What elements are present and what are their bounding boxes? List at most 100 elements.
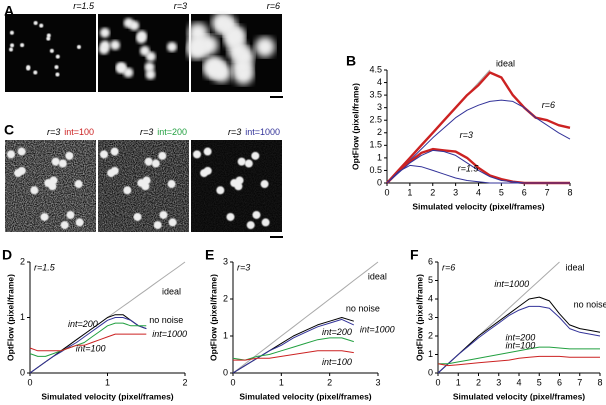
particle: [137, 179, 146, 188]
frame-label: r=3 int=1000: [228, 127, 280, 137]
particle: [224, 25, 245, 46]
frame-label-r: r=1.5: [73, 1, 95, 11]
frame-label-r: r=3: [228, 127, 241, 137]
y-tick-label: 2.5: [369, 115, 382, 125]
x-tick-label: 2: [476, 377, 481, 387]
series-label: int=100: [505, 341, 535, 351]
particle: [33, 20, 38, 25]
y-tick-label: 2: [223, 293, 228, 303]
series-label: r=1.5: [458, 163, 480, 173]
particle: [44, 179, 53, 188]
series-line: [438, 346, 600, 365]
particle: [203, 166, 212, 175]
particle: [65, 151, 74, 160]
x-tick-label: 4: [476, 187, 481, 197]
frame-label-r: r=3: [140, 127, 153, 137]
y-tick-label: 1: [428, 349, 433, 359]
particle: [110, 40, 121, 51]
y-tick-label: 2: [428, 330, 433, 340]
x-tick-label: 2: [430, 187, 435, 197]
particle: [60, 221, 69, 230]
y-tick-label: 0: [20, 367, 25, 377]
x-tick-label: 5: [499, 187, 504, 197]
y-tick-label: 3: [223, 256, 228, 266]
particle: [168, 218, 177, 227]
series-label: ideal: [162, 287, 181, 297]
particle: [49, 48, 54, 53]
series-label: int=100: [76, 343, 106, 353]
particle: [55, 72, 60, 77]
series-line: [29, 317, 147, 374]
frame-label-int: int=200: [157, 127, 187, 137]
series-label: ideal: [566, 262, 585, 272]
particle: [100, 40, 111, 51]
series-line: [232, 261, 379, 374]
series-label: int=200: [322, 327, 352, 337]
y-tick-label: 0: [223, 367, 228, 377]
y-tick-label: 2: [20, 256, 25, 266]
frame-label-int: int=100: [64, 127, 94, 137]
particle: [26, 66, 31, 71]
frame-label-r: r=6: [267, 1, 280, 11]
y-axis-title: OptFlow (pixel/frame): [208, 274, 218, 361]
particle: [129, 20, 140, 31]
x-axis-title: Simulated velocity (pixel/frames): [41, 391, 173, 401]
x-tick-label: 5: [537, 377, 542, 387]
particle: [46, 33, 51, 38]
x-tick-label: 6: [522, 187, 527, 197]
x-tick-label: 7: [577, 377, 582, 387]
particle: [232, 57, 253, 78]
particle: [75, 218, 84, 227]
particle: [188, 35, 209, 56]
particle: [246, 221, 255, 230]
particle: [167, 180, 176, 189]
particle: [226, 212, 235, 221]
x-tick-label: 0: [384, 187, 389, 197]
y-tick-label: 4: [377, 77, 382, 87]
x-axis-title: Simulated velocity (pixel/frames): [239, 391, 371, 401]
frame-label-r: r=3: [47, 127, 60, 137]
particle: [153, 221, 162, 230]
particle: [123, 186, 132, 195]
particle: [74, 180, 83, 189]
series-label: int=200: [505, 332, 535, 342]
particle: [9, 47, 14, 52]
particle: [203, 147, 212, 156]
series-line: [29, 322, 147, 357]
x-tick-label: 1: [105, 377, 110, 387]
y-tick-label: 6: [428, 256, 433, 266]
particle: [151, 159, 160, 168]
particle: [158, 151, 167, 160]
particle: [51, 157, 60, 166]
series-line: [437, 305, 601, 374]
series-line: [386, 71, 571, 184]
y-axis-title: OptFlow (pixel/frame): [350, 83, 360, 170]
particle: [110, 147, 119, 156]
particle: [211, 62, 232, 83]
series-label: r=3: [460, 130, 473, 140]
particle: [133, 212, 142, 221]
particle: [9, 30, 14, 35]
particle: [144, 157, 153, 166]
series-line: [29, 333, 147, 352]
x-tick-label: 7: [545, 187, 550, 197]
particle: [193, 150, 202, 159]
particle: [110, 166, 119, 175]
particle: [33, 70, 38, 75]
y-tick-label: 1.5: [369, 140, 382, 150]
series-label: r=6: [542, 100, 555, 110]
x-tick-label: 8: [567, 187, 572, 197]
x-tick-label: 1: [456, 377, 461, 387]
frame-label: r=3 int=100: [47, 127, 94, 137]
series-line: [232, 318, 355, 374]
x-tick-label: 2: [327, 377, 332, 387]
particle: [252, 210, 261, 219]
panel-letter: B: [346, 53, 356, 69]
series-line: [233, 350, 354, 361]
series-line: [386, 99, 571, 184]
x-tick-label: 0: [435, 377, 440, 387]
series-line: [437, 355, 600, 367]
particle: [76, 44, 81, 49]
series-line: [232, 337, 354, 361]
x-tick-label: 8: [597, 377, 602, 387]
